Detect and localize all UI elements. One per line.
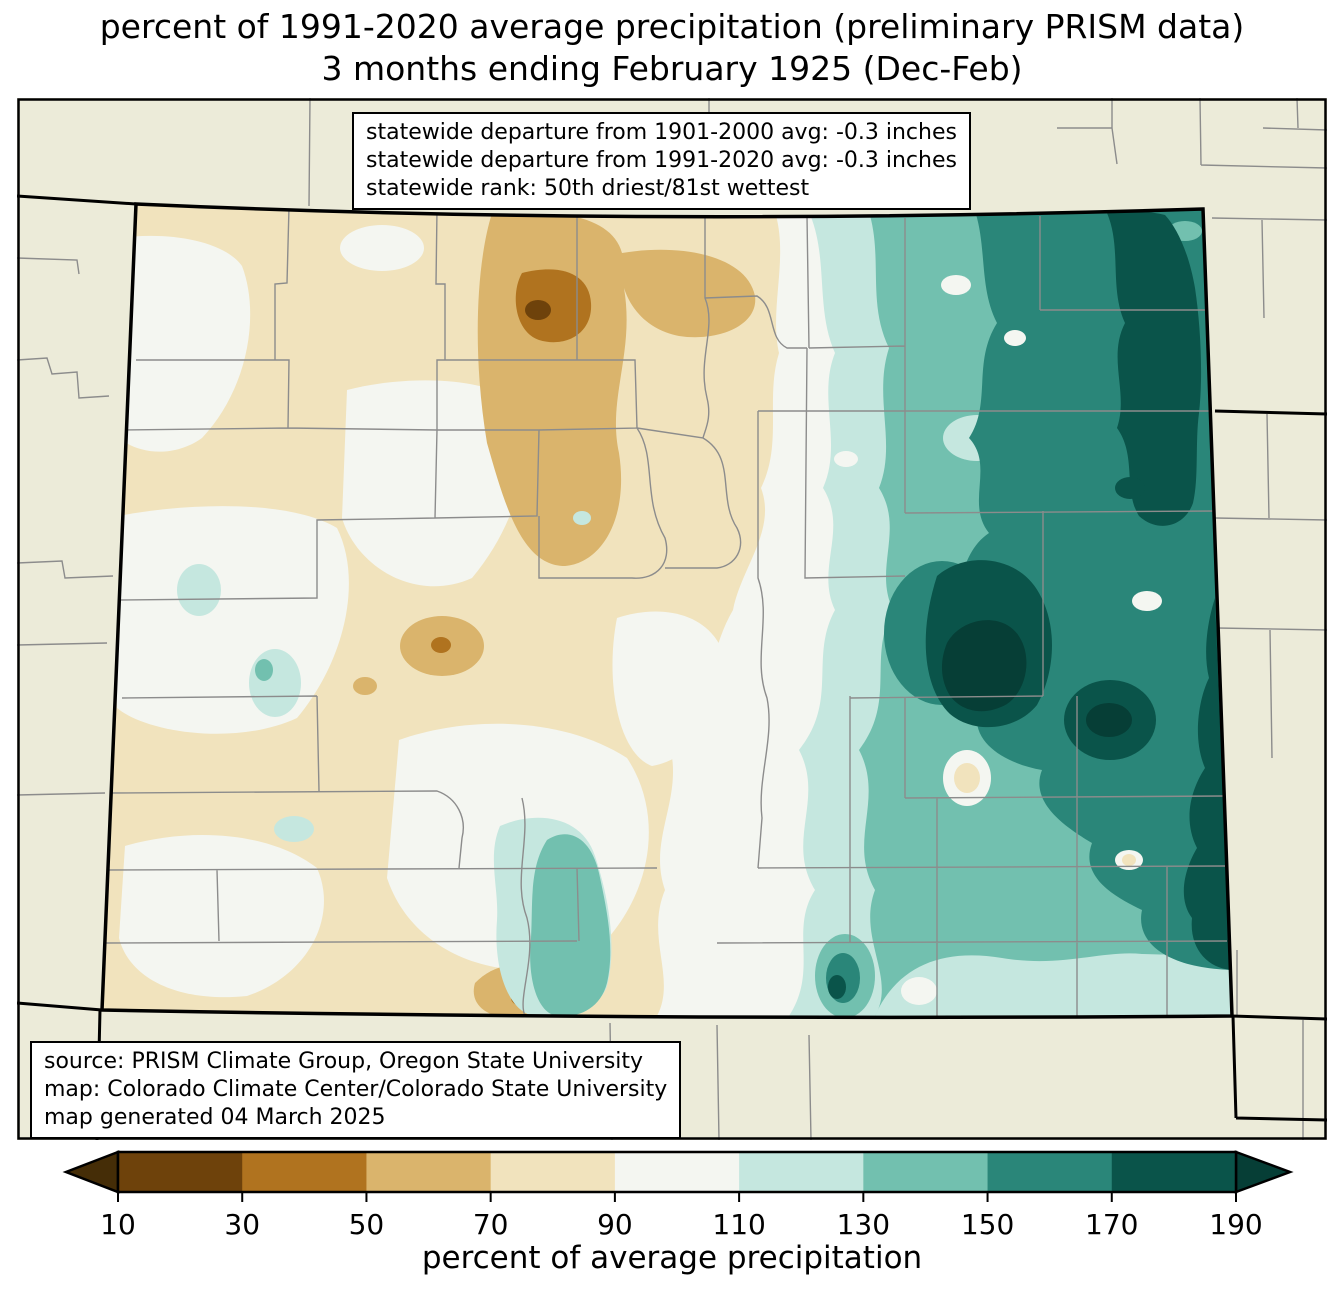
white-spot [941, 275, 971, 295]
stats-line-3: statewide rank: 50th driest/81st wettest [366, 176, 810, 201]
source-line-1: source: PRISM Climate Group, Oregon Stat… [44, 1049, 644, 1074]
colorbar-tick-label: 30 [224, 1208, 260, 1241]
figure-title-line2: 3 months ending February 1925 (Dec-Feb) [321, 49, 1023, 88]
contour-170-190-spot [1115, 477, 1145, 499]
colorbar-tick-label: 70 [473, 1208, 509, 1241]
colorbar-segment [118, 1152, 243, 1192]
colorbar-segment [366, 1152, 492, 1192]
contour-130-150-spot [255, 659, 273, 681]
colorbar-segment [614, 1152, 740, 1192]
colorbar-tick-label: 10 [100, 1208, 136, 1241]
colorbar-tick-label: 110 [712, 1208, 765, 1241]
colorbar-extend-arrow [62, 1150, 120, 1194]
offwhite-patch [612, 611, 726, 766]
county-lines-outside [16, 97, 1328, 1141]
contour-30-50-region [515, 269, 592, 343]
source-line-3: map generated 04 March 2025 [44, 1105, 386, 1130]
contour-110-130-blob [573, 511, 591, 525]
stats-line-1: statewide departure from 1901-2000 avg: … [366, 120, 957, 145]
contour-170-190-spot [828, 975, 846, 999]
county-lines-colorado [104, 206, 1228, 1017]
contour-110-130-blob [177, 564, 221, 616]
contour-110-130-blob [274, 816, 314, 842]
colorbar-scale: 10 30 50 70 90 110 130 150 170 190 [62, 1150, 1294, 1241]
contour-50-70-spot [353, 677, 377, 695]
tan-spot-in-teal [954, 763, 980, 793]
colorbar-tick-label: 170 [1085, 1208, 1138, 1241]
colorado-border [100, 202, 1234, 1020]
colorbar-segment [1111, 1152, 1237, 1192]
colorbar-axis-label: percent of average precipitation [421, 1240, 923, 1276]
figure-title-line1: percent of 1991-2020 average precipitati… [99, 7, 1245, 46]
colorbar-segment [739, 1152, 864, 1192]
contour-190-core [941, 620, 1027, 712]
figure-title: percent of 1991-2020 average precipitati… [0, 6, 1344, 90]
contour-170-190-region [1107, 210, 1202, 526]
source-box: source: PRISM Climate Group, Oregon Stat… [30, 1041, 682, 1139]
source-line-2: map: Colorado Climate Center/Colorado St… [44, 1077, 668, 1102]
colorbar-segment [863, 1152, 989, 1192]
contour-170-190-band [1183, 598, 1231, 970]
white-spot [1004, 330, 1026, 346]
contour-130-150-blob [530, 834, 611, 1017]
offwhite-patch [342, 380, 524, 587]
colorbar-segment [490, 1152, 616, 1192]
colorbar-tick-label: 190 [1209, 1208, 1262, 1241]
precipitation-contour-map [16, 97, 1328, 1141]
offwhite-patch [119, 835, 324, 998]
contour-190-core [1086, 703, 1132, 737]
contour-10-30-core [525, 300, 551, 320]
colorbar-segment [987, 1152, 1113, 1192]
tan-spot-in-teal [1122, 854, 1136, 866]
white-spot [901, 977, 937, 1005]
white-spot [834, 451, 858, 467]
contour-110-130-blob [249, 649, 301, 717]
stats-line-2: statewide departure from 1991-2020 avg: … [366, 148, 957, 173]
colorado-contours [102, 204, 1232, 1018]
colorbar-outline [116, 1150, 1238, 1194]
colorbar-tick-label: 90 [597, 1208, 633, 1241]
contour-30-50-spot [431, 637, 451, 653]
offwhite-patch [340, 225, 424, 271]
light-hole [875, 953, 1232, 1016]
colorbar-extend-arrow [1234, 1150, 1294, 1194]
colorbar-tick-label: 130 [837, 1208, 890, 1241]
white-spot [1132, 591, 1162, 611]
white-spot [672, 953, 742, 1003]
statistics-box: statewide departure from 1901-2000 avg: … [352, 112, 971, 210]
colorbar-segment [242, 1152, 367, 1192]
offwhite-patch [109, 235, 251, 452]
colorbar-tick-label: 50 [349, 1208, 385, 1241]
colorbar-tick-label: 150 [961, 1208, 1014, 1241]
map-panel [16, 97, 1328, 1141]
colorbar: 10 30 50 70 90 110 130 150 170 190 [0, 1140, 1344, 1249]
